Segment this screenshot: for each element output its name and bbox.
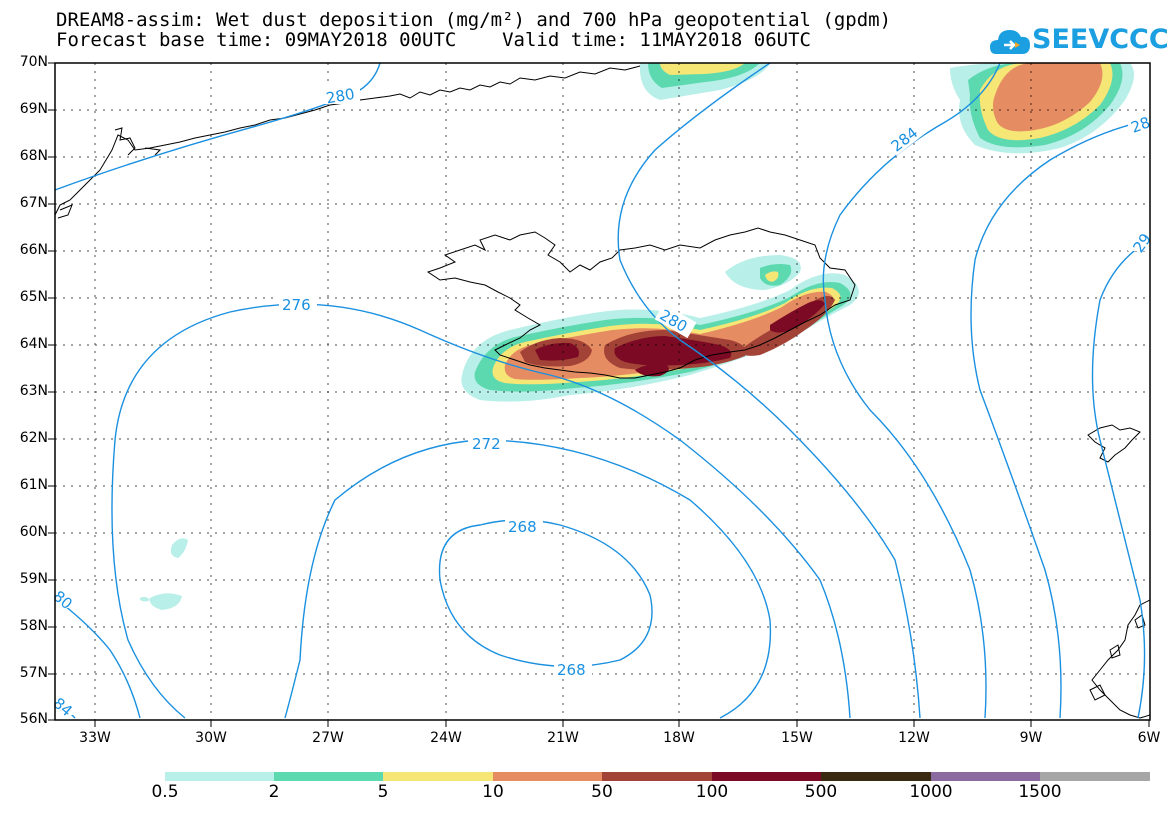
dust-band-iceland: [461, 273, 859, 402]
colorbar-swatch-2: [383, 772, 493, 781]
lon-label-15w: 15W: [781, 730, 813, 746]
lat-label-67n: 67N: [19, 195, 48, 211]
seevccc-logo: [990, 30, 1030, 54]
logo-text: SEEVCCC: [1032, 24, 1169, 55]
colorbar-label-1: 2: [268, 782, 280, 802]
lat-label-57n: 57N: [19, 665, 48, 681]
lon-label-21w: 21W: [547, 730, 579, 746]
dust-patch-atlantic: [140, 538, 188, 610]
lon-label-30w: 30W: [195, 730, 227, 746]
tick-marks: [48, 62, 1150, 727]
contour-280-southwest: [55, 597, 141, 719]
contour-292: [1091, 239, 1150, 719]
lon-label-9w: 9W: [1019, 730, 1043, 746]
colorbar-swatch-6: [821, 772, 931, 781]
grid-lines: [55, 63, 1150, 720]
lat-label-68n: 68N: [19, 148, 48, 164]
lon-label-24w: 24W: [430, 730, 462, 746]
lat-label-62n: 62N: [19, 430, 48, 446]
cloud-icon: [990, 30, 1030, 54]
lat-label-69n: 69N: [19, 101, 48, 117]
colorbar-swatch-5: [712, 772, 821, 781]
lat-label-66n: 66N: [19, 242, 48, 258]
scotland-coast: [1091, 599, 1150, 719]
colorbar-label-5: 100: [695, 782, 729, 802]
contour-280-northwest: [55, 63, 381, 191]
colorbar: [165, 772, 1150, 781]
lat-label-64n: 64N: [19, 336, 48, 352]
lat-label-56n: 56N: [19, 711, 48, 727]
colorbar-label-2: 5: [377, 782, 389, 802]
map-title-line1: DREAM8-assim: Wet dust deposition (mg/m²…: [56, 9, 892, 31]
lon-label-12w: 12W: [898, 730, 930, 746]
contour-268: [438, 519, 653, 668]
lat-label-61n: 61N: [19, 477, 48, 493]
colorbar-label-7: 1000: [909, 782, 953, 802]
lon-label-18w: 18W: [663, 730, 695, 746]
colorbar-label-3: 10: [482, 782, 504, 802]
greenland-coast-detail: [57, 127, 162, 219]
colorbar-label-8: 1500: [1018, 782, 1062, 802]
lon-label-27w: 27W: [312, 730, 344, 746]
colorbar-swatch-4: [602, 772, 712, 781]
contour-label-280a: 280: [325, 85, 356, 108]
lat-label-70n: 70N: [19, 54, 48, 70]
geopotential-contours: [55, 63, 1150, 719]
contour-label-268b: 268: [557, 661, 586, 679]
colorbar-swatch-1: [274, 772, 383, 781]
dust-patch-east-iceland: [725, 255, 801, 290]
contour-280-center: [617, 63, 921, 719]
colorbar-swatch-3: [493, 772, 602, 781]
lat-label-60n: 60N: [19, 524, 48, 540]
map-title-line2: Forecast base time: 09MAY2018 00UTC Vali…: [56, 29, 811, 51]
lat-label-65n: 65N: [19, 289, 48, 305]
dust-patch-north-east: [950, 63, 1134, 154]
lat-label-58n: 58N: [19, 618, 48, 634]
colorbar-label-0: 0.5: [151, 782, 179, 802]
contour-label-276: 276: [282, 296, 311, 314]
colorbar-label-4: 50: [591, 782, 613, 802]
deposition-layer: [140, 63, 1134, 610]
colorbar-swatch-7: [931, 772, 1040, 781]
contour-288: [970, 119, 1150, 719]
colorbar-swatch-8: [1040, 772, 1150, 781]
lon-label-6w: 6W: [1137, 730, 1161, 746]
colorbar-label-6: 500: [804, 782, 838, 802]
contour-label-28: 28: [1129, 113, 1153, 136]
contour-label-272: 272: [472, 435, 501, 453]
contour-284: [822, 63, 1001, 719]
colorbar-swatch-0: [165, 772, 274, 781]
contour-276: [111, 303, 851, 719]
contour-labels: 280 284 276 280 272 268 268 80 84 28 29: [50, 85, 1155, 720]
lon-label-33w: 33W: [79, 730, 111, 746]
scotland-islands: [1089, 614, 1146, 701]
lat-label-59n: 59N: [19, 571, 48, 587]
contour-label-268a: 268: [508, 518, 537, 536]
faroe-coast: [1087, 424, 1141, 463]
contour-272: [284, 439, 772, 719]
lat-label-63n: 63N: [19, 383, 48, 399]
dust-patch-north-mid: [639, 63, 770, 100]
coastlines: [55, 65, 1150, 719]
iceland-coast: [426, 227, 856, 379]
